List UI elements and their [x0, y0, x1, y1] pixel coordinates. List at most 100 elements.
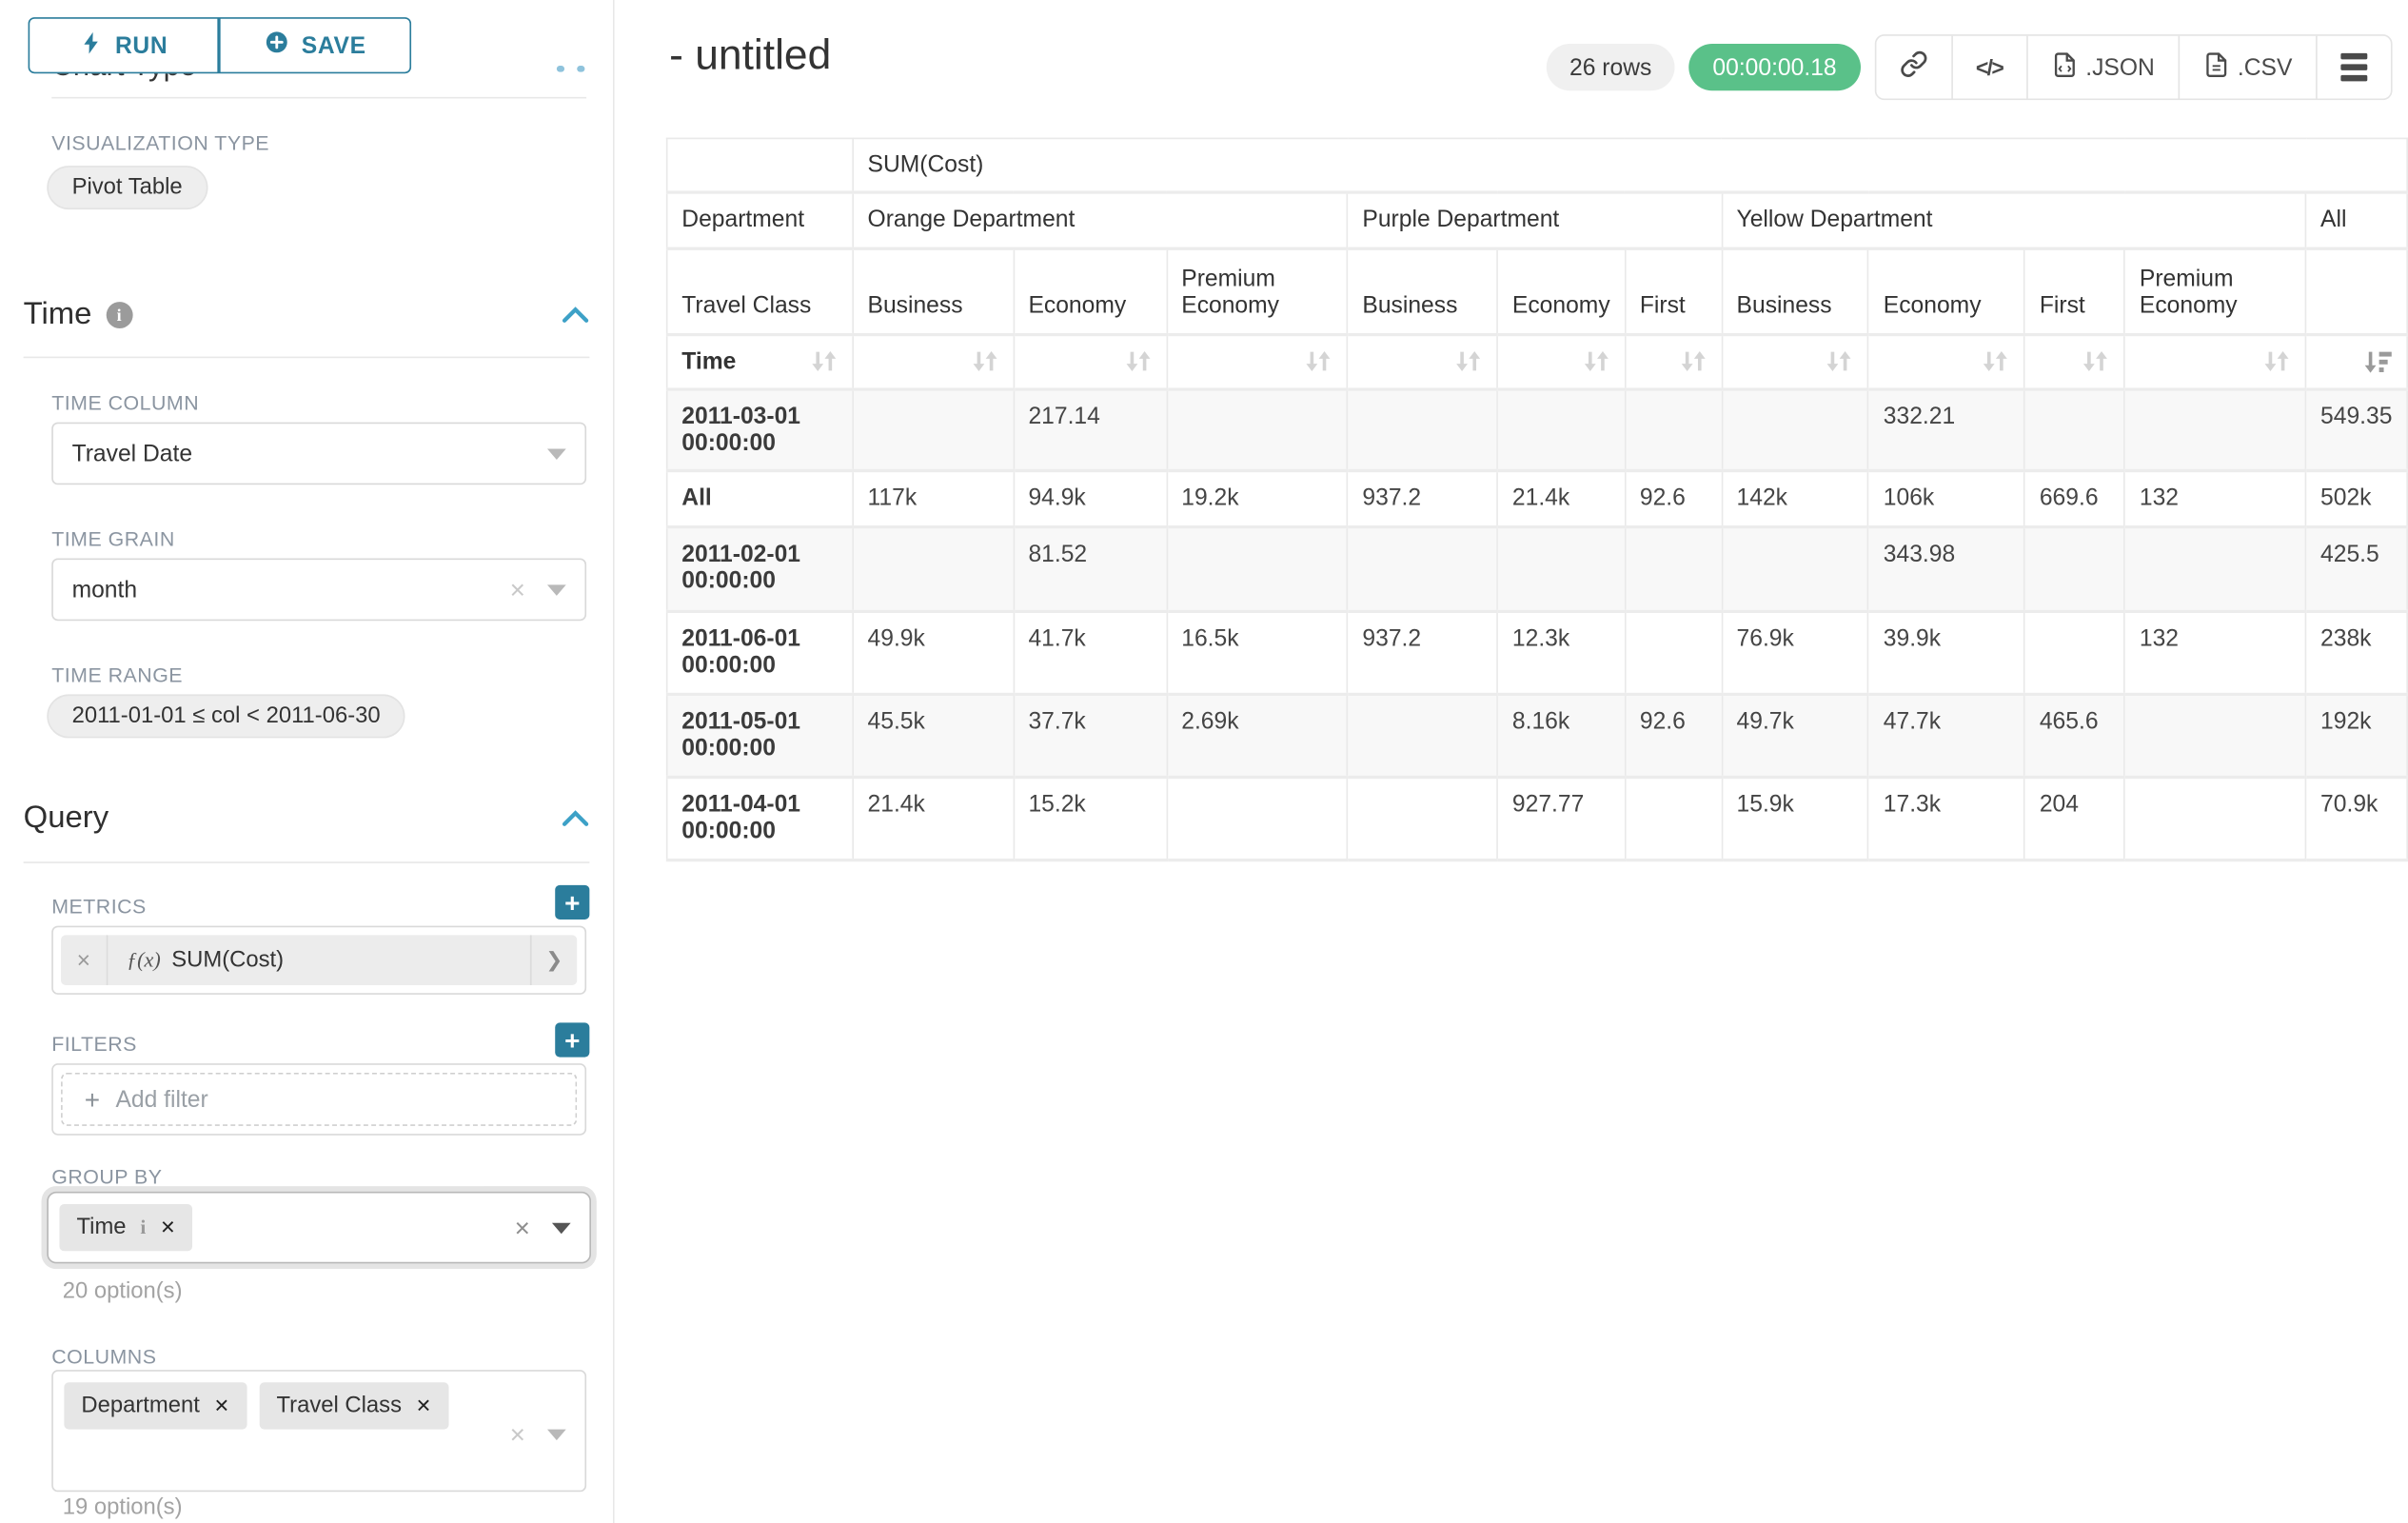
metric-pill[interactable]: × ƒ(x) SUM(Cost) ❯	[61, 935, 578, 986]
chevron-right-icon[interactable]: ❯	[529, 935, 577, 986]
value-cell: 47.7k	[1867, 692, 2026, 779]
column-group-header: Purple Department	[1346, 190, 1723, 250]
sort-header-cell	[1496, 332, 1627, 390]
save-button[interactable]: SAVE	[219, 17, 412, 74]
value-cell: 2.69k	[1165, 692, 1349, 779]
value-cell: 94.9k	[1013, 468, 1168, 528]
value-cell: 70.9k	[2304, 775, 2408, 861]
columns-tag[interactable]: Travel Class ✕	[259, 1382, 449, 1430]
value-cell	[2123, 692, 2307, 779]
time-section-title: Time	[23, 297, 92, 332]
value-cell: 465.6	[2023, 692, 2126, 779]
clear-icon[interactable]: ×	[509, 1419, 526, 1450]
sort-icon[interactable]	[1305, 350, 1333, 372]
sort-icon[interactable]	[2082, 350, 2110, 372]
value-cell: 192k	[2304, 692, 2408, 779]
value-cell: 15.2k	[1013, 775, 1168, 861]
row-header-cell: 2011-05-01 00:00:00	[665, 692, 854, 779]
value-cell	[1624, 387, 1723, 472]
value-cell: 343.98	[1867, 525, 2026, 613]
sort-icon[interactable]	[1123, 350, 1152, 372]
add-filter-button[interactable]: +	[555, 1022, 590, 1058]
remove-metric-icon[interactable]: ×	[61, 935, 109, 986]
group-by-select[interactable]: Time i ✕ ×	[47, 1191, 592, 1264]
value-cell	[1165, 387, 1349, 472]
value-cell	[1721, 525, 1870, 613]
add-filter-dropzone[interactable]: + Add filter	[61, 1073, 578, 1126]
value-cell	[2123, 387, 2307, 472]
query-section-header[interactable]: Query	[24, 801, 590, 837]
tag-label: Department	[81, 1393, 200, 1419]
value-cell	[1346, 525, 1499, 613]
remove-tag-icon[interactable]: ✕	[160, 1216, 176, 1239]
sort-icon[interactable]	[1582, 350, 1610, 372]
visualization-type-value[interactable]: Pivot Table	[47, 166, 207, 210]
sort-icon[interactable]	[971, 350, 999, 372]
value-cell: 15.9k	[1721, 775, 1870, 861]
run-label: RUN	[114, 31, 168, 59]
value-cell: 217.14	[1013, 387, 1168, 472]
export-csv-button[interactable]: .CSV	[2178, 35, 2316, 99]
department-header-cell: Department	[665, 190, 854, 250]
time-section-header[interactable]: Time i	[24, 297, 590, 333]
sort-icon[interactable]	[1454, 350, 1483, 372]
copy-link-button[interactable]	[1876, 36, 1951, 99]
value-cell	[852, 387, 1015, 472]
clear-icon[interactable]: ×	[509, 574, 526, 604]
add-metric-button[interactable]: +	[555, 884, 590, 920]
remove-tag-icon[interactable]: ✕	[213, 1394, 230, 1417]
value-cell: 425.5	[2304, 525, 2408, 613]
file-json-icon	[2051, 49, 2078, 86]
time-grain-select[interactable]: month ×	[51, 558, 587, 622]
menu-button[interactable]	[2316, 35, 2391, 99]
value-cell	[2123, 525, 2307, 613]
remove-tag-icon[interactable]: ✕	[415, 1394, 432, 1417]
value-cell: 8.16k	[1496, 692, 1627, 779]
sort-descending-header-cell	[2304, 332, 2408, 390]
chart-panel: - untitled 26 rows 00:00:00.18 </> .JSON	[614, 0, 2408, 1523]
clear-icon[interactable]: ×	[514, 1213, 530, 1243]
chevron-up-icon[interactable]	[562, 810, 590, 827]
link-icon	[1899, 50, 1927, 85]
time-range-label: TIME RANGE	[51, 663, 184, 687]
value-cell: 332.21	[1867, 387, 2026, 472]
divider	[23, 861, 590, 863]
embed-code-button[interactable]: </>	[1950, 35, 2026, 99]
export-json-button[interactable]: .JSON	[2025, 35, 2179, 99]
sort-header-cell	[1165, 332, 1349, 390]
sort-icon[interactable]	[1679, 350, 1707, 372]
file-csv-icon	[2203, 49, 2230, 86]
run-button[interactable]: RUN	[28, 17, 220, 74]
export-toolbar: </> .JSON .CSV	[1874, 34, 2393, 101]
time-range-value[interactable]: 2011-01-01 ≤ col < 2011-06-30	[47, 694, 405, 739]
value-cell: 132	[2123, 468, 2307, 528]
time-column-select[interactable]: Travel Date	[51, 422, 587, 485]
sort-icon[interactable]	[1982, 350, 2010, 372]
code-icon: </>	[1975, 54, 2004, 80]
value-cell: 81.52	[1013, 525, 1168, 613]
value-cell: 16.5k	[1165, 609, 1349, 696]
chevron-up-icon[interactable]	[562, 307, 590, 324]
travel-class-column-header: Premium Economy	[1165, 247, 1349, 336]
pivot-table: SUM(Cost) Department Orange Department Purp…	[665, 137, 2408, 861]
time-grain-value: month	[71, 576, 138, 603]
value-cell: 19.2k	[1165, 468, 1349, 528]
value-cell: 49.7k	[1721, 692, 1870, 779]
sort-header-cell	[1346, 332, 1499, 390]
sort-icon[interactable]	[2262, 350, 2291, 372]
time-sort-header-cell: Time	[665, 332, 854, 390]
group-by-label: GROUP BY	[51, 1164, 163, 1189]
group-by-tag[interactable]: Time i ✕	[59, 1204, 193, 1252]
sort-icon[interactable]	[1826, 350, 1854, 372]
chevron-down-icon	[551, 1221, 571, 1234]
sort-descending-icon[interactable]	[2362, 349, 2392, 373]
row-header-cell: 2011-02-01 00:00:00	[665, 525, 854, 613]
hamburger-icon	[2340, 53, 2368, 82]
tag-label: Time	[76, 1215, 127, 1240]
sort-icon[interactable]	[810, 350, 839, 372]
columns-tag[interactable]: Department ✕	[64, 1382, 247, 1430]
value-cell: 132	[2123, 609, 2307, 696]
columns-select[interactable]: Department ✕ Travel Class ✕ ×	[51, 1370, 587, 1493]
json-label: .JSON	[2085, 53, 2155, 81]
metrics-field[interactable]: × ƒ(x) SUM(Cost) ❯	[51, 925, 587, 995]
